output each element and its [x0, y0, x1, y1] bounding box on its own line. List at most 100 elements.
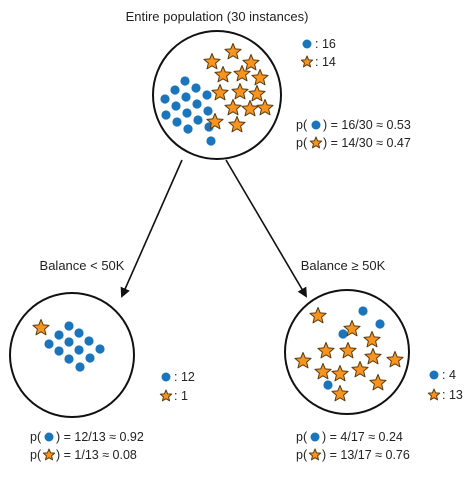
root-legend: : 16 : 14 [300, 37, 336, 69]
blue-circle-icon [172, 117, 182, 127]
orange-star-icon [314, 363, 332, 380]
left-prob-star-prefix: p( [30, 448, 42, 462]
orange-star-icon [339, 342, 357, 359]
orange-star-icon [211, 84, 229, 101]
blue-circle-icon [206, 136, 216, 146]
orange-star-icon [369, 374, 387, 391]
orange-star-icon [364, 348, 382, 365]
orange-star-icon [159, 389, 173, 402]
blue-circle-icon [64, 337, 74, 347]
blue-circle-icon [54, 346, 64, 356]
root-title: Entire population (30 instances) [126, 9, 309, 24]
orange-star-icon [224, 43, 242, 60]
orange-star-icon [256, 99, 274, 116]
orange-star-icon [248, 85, 266, 102]
blue-circle-icon [311, 120, 321, 130]
blue-circle-icon [182, 108, 192, 118]
orange-star-icon [242, 54, 260, 71]
right-prob-circle-prefix: p( [296, 430, 308, 444]
left-prob-circle-value: ) = 12/13 ≈ 0.92 [56, 430, 144, 444]
blue-circle-icon [160, 94, 170, 104]
left-prob-star-value: ) = 1/13 ≈ 0.08 [56, 448, 137, 462]
root-node: Entire population (30 instances) : 16 : … [126, 9, 411, 160]
orange-star-icon [42, 448, 56, 461]
orange-star-icon [331, 385, 349, 402]
orange-star-icon [309, 136, 323, 149]
blue-circle-icon [192, 99, 202, 109]
right-legend: : 4 : 13 [427, 368, 463, 402]
blue-circle-icon [161, 372, 171, 382]
orange-star-icon [427, 388, 441, 401]
blue-circle-icon [310, 432, 320, 442]
orange-star-icon [308, 448, 322, 461]
orange-star-icon [251, 69, 269, 86]
root-probabilities: p( ) = 16/30 ≈ 0.53 p( ) = 14/30 ≈ 0.47 [296, 118, 411, 150]
edge-to-left-node [120, 159, 183, 298]
orange-star-icon [159, 389, 173, 402]
orange-star-icon [206, 113, 224, 130]
blue-circle-icon [44, 432, 54, 442]
blue-circle-icon [302, 39, 312, 49]
orange-star-icon [386, 351, 404, 368]
orange-star-icon [309, 136, 323, 149]
orange-star-icon [231, 83, 249, 100]
orange-star-icon [42, 448, 56, 461]
blue-circle-icon [74, 345, 84, 355]
blue-circle-icon [358, 306, 368, 316]
blue-circle-icon [95, 344, 105, 354]
root-legend-star-count: : 14 [315, 55, 336, 69]
orange-star-icon [32, 319, 50, 336]
left-node: Balance < 50K : 12 : 1 p( ) = 12/13 ≈ 0.… [9, 258, 195, 462]
orange-star-icon [228, 116, 246, 133]
left-prob-circle-prefix: p( [30, 430, 42, 444]
blue-circle-icon [75, 362, 85, 372]
orange-star-icon [294, 352, 312, 369]
left-node-items [32, 319, 105, 372]
blue-circle-icon [191, 83, 201, 93]
left-probabilities: p( ) = 12/13 ≈ 0.92 p( ) = 1/13 ≈ 0.08 [30, 430, 144, 462]
orange-star-icon [300, 55, 314, 68]
left-node-circle [9, 292, 135, 418]
blue-circle-icon [181, 92, 191, 102]
right-legend-circle-count: : 4 [442, 368, 456, 382]
root-node-items [160, 43, 274, 146]
blue-circle-icon [203, 106, 213, 116]
orange-star-icon [331, 365, 349, 382]
orange-star-icon [363, 331, 381, 348]
orange-star-icon [309, 307, 327, 324]
blue-circle-icon [44, 339, 54, 349]
root-legend-circle-count: : 16 [315, 37, 336, 51]
blue-circle-icon [171, 101, 181, 111]
blue-circle-icon [375, 319, 385, 329]
blue-circle-icon [429, 370, 439, 380]
right-prob-star-value: ) = 13/17 ≈ 0.76 [322, 448, 410, 462]
edge-to-right-node [225, 159, 308, 298]
blue-circle-icon [202, 90, 212, 100]
root-prob-circle-prefix: p( [296, 118, 308, 132]
orange-star-icon [233, 65, 251, 82]
right-probabilities: p( ) = 4/17 ≈ 0.24 p( ) = 13/17 ≈ 0.76 [296, 430, 410, 462]
orange-star-icon [241, 100, 259, 117]
blue-circle-icon [338, 329, 348, 339]
orange-star-icon [214, 66, 232, 83]
blue-circle-icon [54, 330, 64, 340]
blue-circle-icon [74, 328, 84, 338]
blue-circle-icon [64, 354, 74, 364]
blue-circle-icon [64, 321, 74, 331]
blue-circle-icon [193, 115, 203, 125]
blue-circle-icon [85, 353, 95, 363]
orange-star-icon [300, 55, 314, 68]
blue-circle-icon [84, 336, 94, 346]
orange-star-icon [224, 99, 242, 116]
root-prob-circle-value: ) = 16/30 ≈ 0.53 [323, 118, 411, 132]
orange-star-icon [343, 320, 361, 337]
root-prob-star-prefix: p( [296, 136, 308, 150]
right-node: Balance ≥ 50K : 4 : 13 p( ) = 4/17 ≈ 0.2… [284, 258, 463, 462]
left-split-label: Balance < 50K [40, 258, 125, 273]
blue-circle-icon [170, 85, 180, 95]
orange-star-icon [308, 448, 322, 461]
blue-circle-icon [161, 110, 171, 120]
right-node-items [294, 306, 404, 402]
blue-circle-icon [180, 76, 190, 86]
